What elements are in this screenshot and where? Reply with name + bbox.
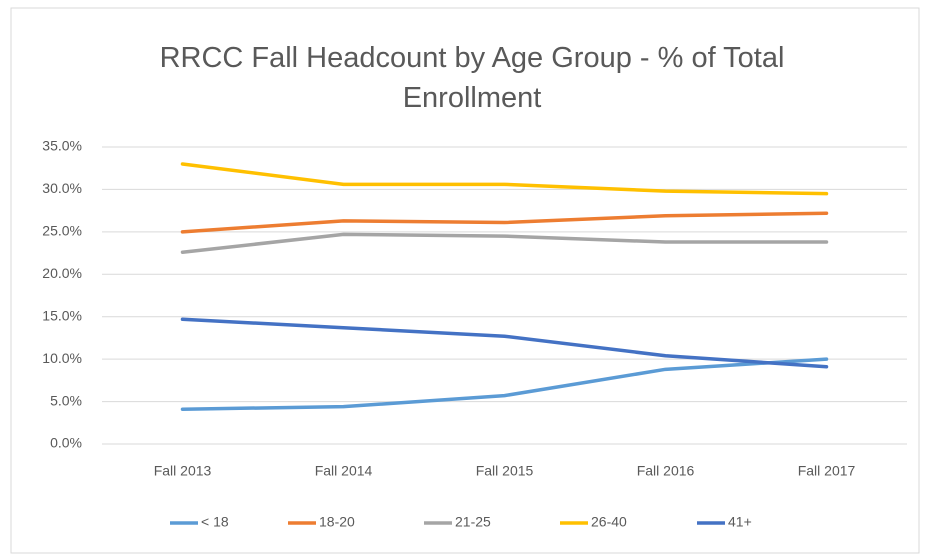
- legend-label: < 18: [201, 514, 229, 530]
- chart-title: RRCC Fall Headcount by Age Group - % of …: [159, 42, 785, 114]
- legend-label: 26-40: [591, 514, 627, 530]
- y-tick-label: 25.0%: [42, 223, 82, 239]
- x-tick-label: Fall 2013: [154, 463, 212, 479]
- y-tick-label: 35.0%: [42, 138, 82, 154]
- legend-label: 21-25: [455, 514, 491, 530]
- series-line: [180, 162, 829, 196]
- y-tick-label: 10.0%: [42, 350, 82, 366]
- x-tick-label: Fall 2015: [476, 463, 534, 479]
- y-tick-label: 20.0%: [42, 265, 82, 281]
- x-tick-label: Fall 2017: [798, 463, 856, 479]
- series-line: [180, 317, 829, 369]
- y-tick-label: 0.0%: [50, 435, 82, 451]
- y-tick-label: 15.0%: [42, 307, 82, 323]
- y-tick-label: 30.0%: [42, 180, 82, 196]
- legend-label: 18-20: [319, 514, 355, 530]
- series-line: [180, 232, 829, 254]
- x-tick-label: Fall 2016: [637, 463, 695, 479]
- legend-label: 41+: [728, 514, 752, 530]
- y-tick-label: 5.0%: [50, 392, 82, 408]
- chart-border: [10, 7, 920, 554]
- series-line: [180, 357, 829, 411]
- x-tick-label: Fall 2014: [315, 463, 373, 479]
- series-line: [180, 211, 829, 234]
